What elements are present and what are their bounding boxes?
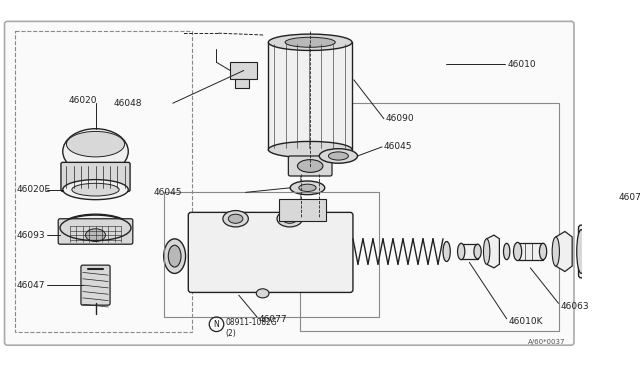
Ellipse shape	[63, 180, 128, 200]
Ellipse shape	[60, 214, 131, 241]
Text: N: N	[214, 320, 220, 329]
Bar	[461, 244, 477, 259]
Ellipse shape	[513, 243, 522, 261]
Ellipse shape	[443, 241, 451, 262]
Bar	[268, 42, 352, 150]
Ellipse shape	[72, 183, 119, 196]
Ellipse shape	[609, 234, 616, 269]
Text: 46045: 46045	[384, 142, 412, 151]
Ellipse shape	[504, 243, 510, 260]
Bar	[235, 78, 249, 88]
Ellipse shape	[228, 214, 243, 223]
Ellipse shape	[168, 245, 181, 267]
Bar	[518, 243, 543, 260]
Ellipse shape	[268, 141, 352, 158]
Circle shape	[611, 260, 616, 265]
FancyBboxPatch shape	[58, 219, 133, 244]
Ellipse shape	[328, 152, 348, 160]
Ellipse shape	[86, 229, 106, 241]
Ellipse shape	[483, 239, 490, 264]
Circle shape	[611, 238, 616, 243]
Ellipse shape	[474, 244, 481, 259]
FancyBboxPatch shape	[4, 21, 574, 345]
Bar	[300, 103, 559, 331]
Ellipse shape	[458, 243, 465, 260]
Ellipse shape	[63, 129, 128, 174]
Bar	[15, 31, 192, 331]
Ellipse shape	[277, 211, 303, 227]
Text: A/60*0037: A/60*0037	[528, 340, 566, 346]
Ellipse shape	[256, 289, 269, 298]
Ellipse shape	[285, 37, 335, 47]
Ellipse shape	[299, 184, 316, 192]
Ellipse shape	[282, 214, 297, 223]
Text: 46071: 46071	[619, 193, 640, 202]
FancyBboxPatch shape	[188, 212, 353, 292]
Text: 46010K: 46010K	[509, 317, 543, 326]
Ellipse shape	[577, 230, 586, 273]
Ellipse shape	[552, 237, 559, 266]
FancyBboxPatch shape	[289, 156, 332, 176]
Text: 08911-1082G: 08911-1082G	[225, 318, 277, 327]
Polygon shape	[556, 231, 572, 272]
Ellipse shape	[606, 229, 619, 274]
Text: 46093: 46093	[17, 231, 45, 240]
FancyBboxPatch shape	[61, 162, 130, 192]
Polygon shape	[486, 235, 499, 268]
Text: 46010: 46010	[508, 60, 536, 68]
Circle shape	[611, 249, 616, 254]
Ellipse shape	[223, 211, 248, 227]
FancyBboxPatch shape	[81, 265, 110, 305]
Text: 46090: 46090	[386, 114, 414, 123]
Ellipse shape	[67, 131, 125, 157]
Bar	[164, 192, 380, 317]
Text: 46048: 46048	[114, 99, 142, 108]
Text: 46063: 46063	[561, 302, 589, 311]
Ellipse shape	[268, 34, 352, 51]
Bar	[230, 62, 257, 78]
Text: 46077: 46077	[259, 315, 287, 324]
Text: 46020: 46020	[68, 96, 97, 105]
FancyBboxPatch shape	[579, 225, 615, 278]
Ellipse shape	[319, 149, 358, 163]
Text: 46020E: 46020E	[17, 185, 51, 194]
Ellipse shape	[298, 160, 323, 172]
Ellipse shape	[164, 239, 186, 273]
Text: (2): (2)	[225, 329, 236, 338]
Text: 46047: 46047	[17, 280, 45, 290]
Text: 46045: 46045	[154, 188, 182, 197]
Ellipse shape	[290, 181, 324, 195]
Polygon shape	[278, 199, 326, 221]
Ellipse shape	[540, 243, 547, 260]
